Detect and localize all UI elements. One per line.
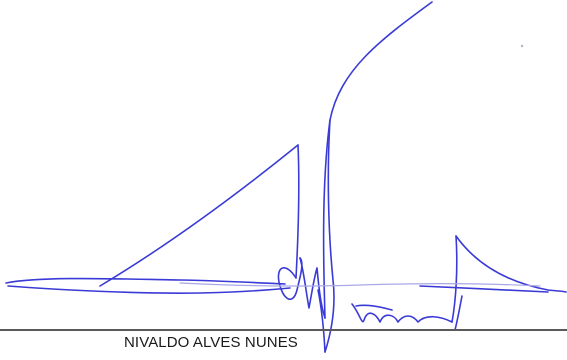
signature-line [0, 329, 567, 331]
signer-name: NIVALDO ALVES NUNES [124, 334, 298, 351]
